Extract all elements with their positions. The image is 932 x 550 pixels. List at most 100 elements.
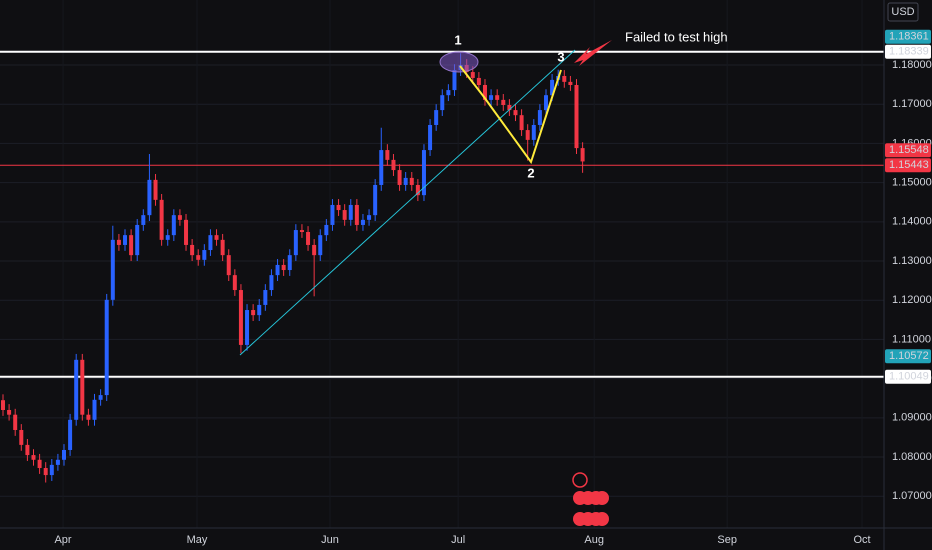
price-badge <box>885 44 931 59</box>
x-tick-label: Aug <box>584 534 604 546</box>
currency-box[interactable] <box>887 2 919 22</box>
candle-body <box>568 81 573 85</box>
candle-body <box>208 235 213 251</box>
candle-body <box>55 459 60 465</box>
candle-body <box>580 148 585 162</box>
candle-body <box>159 199 164 240</box>
price-badge-label: 1.10049 <box>889 371 929 383</box>
candle-body <box>98 395 103 400</box>
price-badge-label: 1.18361 <box>889 31 929 43</box>
candle-body <box>446 90 451 96</box>
candle-body <box>13 414 18 430</box>
candle-body <box>501 99 506 105</box>
candle-body <box>403 177 408 185</box>
candle-body <box>275 264 280 276</box>
zigzag <box>459 65 562 165</box>
y-tick-label: 1.14000 <box>892 216 932 228</box>
price-badge-label: 1.10572 <box>889 350 929 362</box>
candle-body <box>452 70 457 91</box>
candle-body <box>25 444 30 456</box>
candle-body <box>153 179 158 200</box>
annotation: 2 <box>527 165 534 180</box>
candle-body <box>287 255 292 271</box>
candle-body <box>80 359 85 415</box>
price-badge <box>885 349 931 364</box>
candle-body <box>147 179 152 216</box>
x-tick-label: Apr <box>54 534 71 546</box>
candle-body <box>562 75 567 82</box>
candle-body <box>409 177 414 185</box>
candle-body <box>525 130 530 140</box>
icon[interactable] <box>572 472 588 488</box>
candle-body <box>190 244 195 256</box>
candle-body <box>177 215 182 220</box>
candle-body <box>165 235 170 240</box>
x-tick-label: Jun <box>321 534 339 546</box>
icon[interactable] <box>595 512 609 526</box>
candle-body <box>263 290 268 305</box>
y-tick-label: 1.13000 <box>892 255 932 267</box>
candle-body <box>470 72 475 78</box>
candle-body <box>226 255 231 276</box>
candle-body <box>0 400 5 410</box>
y-tick-label: 1.09000 <box>892 412 932 424</box>
candle-body <box>49 464 54 476</box>
currency: USD <box>891 6 914 18</box>
candle-body <box>232 275 237 291</box>
candle-body <box>489 95 494 100</box>
grid <box>0 0 884 528</box>
candle-body <box>37 459 42 469</box>
candle-body <box>391 159 396 171</box>
icon[interactable] <box>595 491 609 505</box>
candle-body <box>428 124 433 151</box>
price-badge-label: 1.15548 <box>889 144 929 156</box>
candle-body <box>281 264 286 271</box>
x-tick-label: Sep <box>717 534 737 546</box>
candle-body <box>68 419 73 450</box>
candle-body <box>238 290 243 345</box>
candle-body <box>269 275 274 291</box>
y-tick-label: 1.11000 <box>892 333 931 345</box>
candle-body <box>312 244 317 256</box>
candle-body <box>367 215 372 220</box>
price-badge <box>885 143 931 158</box>
candle-body <box>62 449 67 460</box>
candle-body <box>293 230 298 256</box>
candle-body <box>537 110 542 125</box>
candle-body <box>440 95 445 111</box>
price-badge-label: 1.18339 <box>889 46 929 58</box>
y-tick-label: 1.17000 <box>892 98 932 110</box>
x-tick-label: Jul <box>451 534 465 546</box>
candle-body <box>7 409 12 415</box>
candle-body <box>129 235 134 256</box>
price-badge <box>885 158 931 173</box>
y-tick-label: 1.12000 <box>892 294 932 306</box>
candle-body <box>299 230 304 233</box>
x-tick-label: May <box>187 534 208 546</box>
candle-body <box>202 250 207 260</box>
annotation: 3 <box>557 49 564 64</box>
x-tick-label: Oct <box>853 534 870 546</box>
candle-body <box>19 429 24 445</box>
candle-body <box>531 124 536 140</box>
candle-body <box>482 84 487 100</box>
price-badge-label: 1.15443 <box>889 159 929 171</box>
levels <box>0 50 884 378</box>
trend-line <box>239 49 576 356</box>
candle-body <box>434 110 439 125</box>
candle-body <box>513 110 518 116</box>
candle-body <box>415 184 420 196</box>
annotation: Failed to test high <box>625 29 728 44</box>
candle-body <box>354 204 359 225</box>
candle-body <box>495 95 500 100</box>
price-badge <box>885 369 931 384</box>
candle-body <box>123 235 128 245</box>
candle-body <box>574 84 579 149</box>
candle-body <box>360 219 365 225</box>
candle-body <box>421 150 426 196</box>
price-badge <box>885 29 931 44</box>
candle-body <box>141 215 146 225</box>
candle-body <box>373 184 378 216</box>
